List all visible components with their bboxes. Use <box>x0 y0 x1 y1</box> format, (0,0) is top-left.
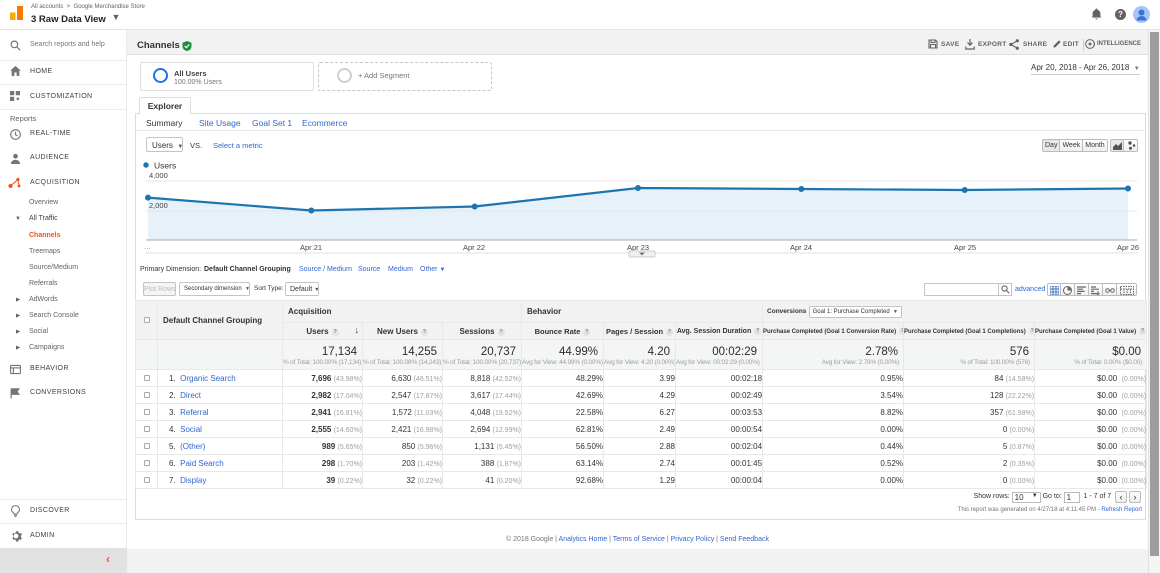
svg-text:Apr 21: Apr 21 <box>300 243 322 252</box>
svg-text:2,000: 2,000 <box>149 201 168 210</box>
svg-text:Apr 25: Apr 25 <box>954 243 976 252</box>
svg-text:Apr 26: Apr 26 <box>1117 243 1139 252</box>
svg-text:Users: Users <box>154 161 176 171</box>
svg-text:Apr 22: Apr 22 <box>463 243 485 252</box>
svg-text:4,000: 4,000 <box>149 171 168 180</box>
svg-text:Apr 24: Apr 24 <box>790 243 812 252</box>
svg-text:Apr 23: Apr 23 <box>627 243 649 252</box>
svg-text:...: ... <box>144 242 151 251</box>
